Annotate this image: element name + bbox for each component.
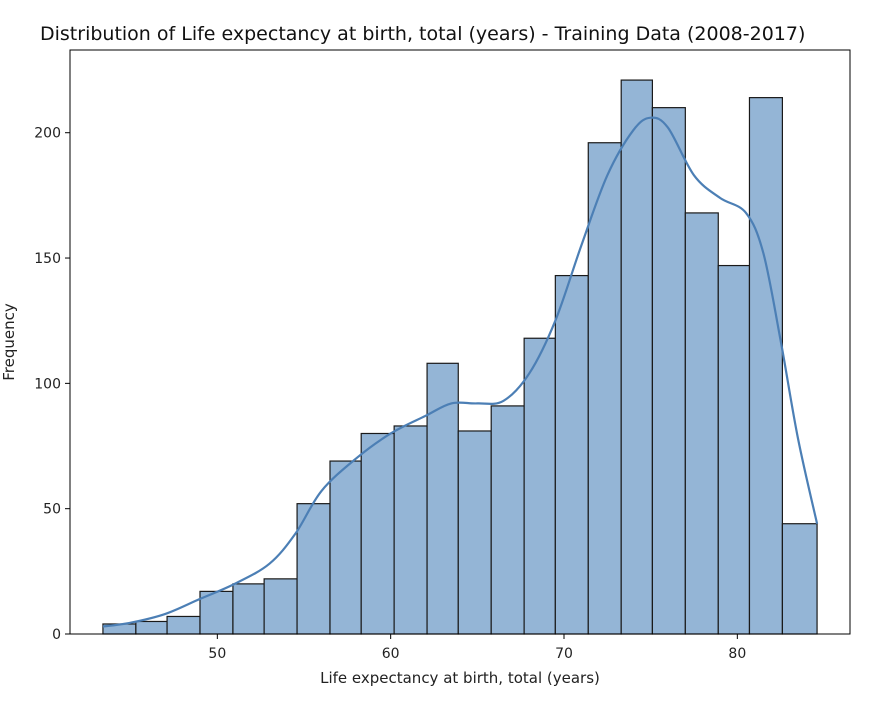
kde-curve bbox=[102, 116, 819, 628]
histogram-bar bbox=[684, 212, 719, 635]
histogram-bar bbox=[393, 425, 428, 635]
x-tick-label: 70 bbox=[555, 646, 573, 662]
histogram-bar bbox=[360, 432, 395, 635]
x-axis-label: Life expectancy at birth, total (years) bbox=[320, 669, 600, 687]
histogram-bar bbox=[135, 620, 168, 635]
y-tick-label: 50 bbox=[43, 502, 61, 518]
histogram-bar bbox=[717, 264, 751, 635]
y-tick-label: 0 bbox=[52, 627, 61, 643]
histogram-bar bbox=[587, 142, 622, 635]
histogram-bar bbox=[490, 405, 525, 635]
x-tick-label: 60 bbox=[382, 646, 400, 662]
histogram-bar bbox=[748, 97, 784, 635]
x-tick-label: 80 bbox=[728, 646, 746, 662]
histogram-bar bbox=[781, 523, 818, 635]
histogram-bar bbox=[651, 107, 686, 635]
histogram-bar bbox=[457, 430, 492, 635]
x-axis-ticks: 50 60 70 80 bbox=[208, 634, 746, 662]
y-axis-ticks: 0 50 100 150 200 bbox=[34, 126, 70, 643]
plot-frame bbox=[69, 49, 851, 635]
chart-title: Distribution of Life expectancy at birth… bbox=[40, 23, 805, 45]
y-tick-label: 150 bbox=[34, 251, 61, 267]
histogram-bar bbox=[620, 79, 654, 635]
histogram-bar bbox=[329, 460, 362, 635]
bars-group bbox=[102, 79, 818, 635]
histogram-bar bbox=[554, 274, 589, 635]
y-axis-label: Frequency bbox=[0, 303, 18, 381]
y-tick-label: 100 bbox=[34, 376, 61, 392]
histogram-bar bbox=[523, 337, 556, 635]
histogram-bar bbox=[263, 578, 298, 635]
x-tick-label: 50 bbox=[208, 646, 226, 662]
y-tick-label: 200 bbox=[34, 126, 61, 142]
histogram-bar bbox=[166, 615, 201, 635]
histogram-bar bbox=[232, 583, 265, 635]
